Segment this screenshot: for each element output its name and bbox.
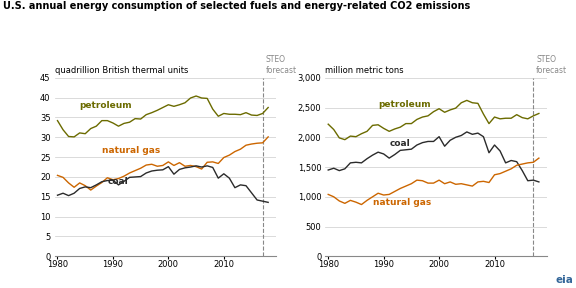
Text: quadrillion British thermal units: quadrillion British thermal units: [55, 66, 188, 75]
Text: coal: coal: [107, 177, 128, 186]
Text: STEO
forecast: STEO forecast: [536, 56, 567, 75]
Text: U.S. annual energy consumption of selected fuels and energy-related CO2 emission: U.S. annual energy consumption of select…: [3, 1, 470, 12]
Text: million metric tons: million metric tons: [325, 66, 404, 75]
Text: natural gas: natural gas: [373, 198, 431, 207]
Text: eia: eia: [555, 275, 573, 285]
Text: STEO
forecast: STEO forecast: [266, 56, 297, 75]
Text: coal: coal: [389, 139, 410, 148]
Text: petroleum: petroleum: [79, 101, 132, 109]
Text: natural gas: natural gas: [102, 146, 160, 155]
Text: petroleum: petroleum: [378, 100, 431, 109]
